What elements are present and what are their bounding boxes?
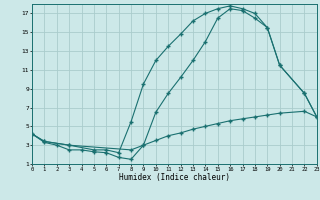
X-axis label: Humidex (Indice chaleur): Humidex (Indice chaleur) <box>119 173 230 182</box>
